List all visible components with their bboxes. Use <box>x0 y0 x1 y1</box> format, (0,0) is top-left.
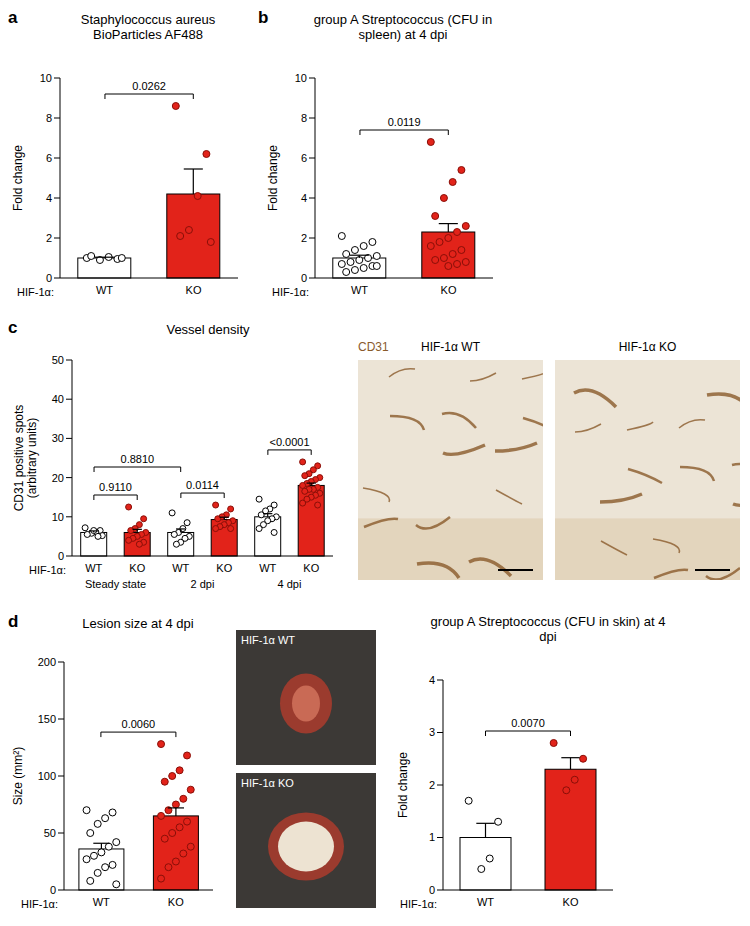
svg-text:0.9110: 0.9110 <box>99 481 132 493</box>
svg-text:0: 0 <box>50 884 56 896</box>
svg-text:1: 1 <box>429 831 435 843</box>
svg-text:200: 200 <box>38 656 56 668</box>
svg-text:2: 2 <box>429 779 435 791</box>
svg-text:40: 40 <box>52 393 64 405</box>
svg-text:20: 20 <box>52 472 64 484</box>
svg-text:WT: WT <box>93 896 110 908</box>
svg-text:3: 3 <box>429 726 435 738</box>
svg-text:WT: WT <box>85 562 102 574</box>
html-text:b: b <box>258 8 269 27</box>
html-text:c: c <box>8 318 18 337</box>
svg-text:0: 0 <box>301 272 307 284</box>
svg-text:WT: WT <box>259 562 276 574</box>
svg-text:8: 8 <box>46 112 52 124</box>
html-text:HIF-1α:: HIF-1α: <box>21 898 58 910</box>
svg-text:WT: WT <box>351 284 368 296</box>
svg-text:CD31 positive spots: CD31 positive spots <box>12 405 26 512</box>
svg-text:Fold change: Fold change <box>396 752 410 818</box>
svg-text:150: 150 <box>38 713 56 725</box>
html-text:group A Streptococcus (CFU in: group A Streptococcus (CFU in spleen) at… <box>313 12 493 42</box>
svg-text:KO: KO <box>168 896 184 908</box>
svg-text:Size (mm²): Size (mm²) <box>11 747 25 806</box>
html-text:a: a <box>8 8 18 27</box>
html-text:HIF-1α WT: HIF-1α WT <box>241 634 295 646</box>
html-text:HIF-1α:: HIF-1α: <box>29 564 66 576</box>
svg-text:Fold change: Fold change <box>11 145 25 211</box>
svg-text:Steady state: Steady state <box>85 578 146 590</box>
svg-text:4 dpi: 4 dpi <box>278 578 302 590</box>
svg-text:0: 0 <box>58 550 64 562</box>
html-text:group A Streptococcus (CFU in: group A Streptococcus (CFU in skin) at 4… <box>430 614 666 644</box>
svg-text:2: 2 <box>301 232 307 244</box>
svg-text:KO: KO <box>303 562 319 574</box>
svg-text:WT: WT <box>477 896 494 908</box>
html-text:HIF-1α:: HIF-1α: <box>272 286 309 298</box>
svg-text:KO: KO <box>186 284 202 296</box>
svg-text:0.0119: 0.0119 <box>388 116 421 128</box>
svg-text:4: 4 <box>429 674 435 686</box>
svg-text:0.0060: 0.0060 <box>122 718 156 730</box>
svg-text:2: 2 <box>46 232 52 244</box>
svg-text:6: 6 <box>46 152 52 164</box>
html-text:d: d <box>8 612 19 631</box>
svg-text:KO: KO <box>441 284 457 296</box>
html-text:HIF-1α WT: HIF-1α WT <box>421 340 480 354</box>
svg-text:0: 0 <box>429 884 435 896</box>
svg-text:6: 6 <box>301 152 307 164</box>
svg-text:10: 10 <box>52 511 64 523</box>
html-text:HIF-1α KO: HIF-1α KO <box>618 340 677 354</box>
svg-text:0.0070: 0.0070 <box>511 717 545 729</box>
svg-text:0.0114: 0.0114 <box>186 479 219 491</box>
svg-text:10: 10 <box>295 72 307 84</box>
svg-text:0.8810: 0.8810 <box>121 453 155 465</box>
svg-text:100: 100 <box>38 770 56 782</box>
svg-text:50: 50 <box>52 354 64 366</box>
svg-text:KO: KO <box>216 562 232 574</box>
svg-text:0: 0 <box>46 272 52 284</box>
svg-text:4: 4 <box>301 192 307 204</box>
svg-text:Fold change: Fold change <box>266 145 280 211</box>
svg-text:KO: KO <box>563 896 579 908</box>
html-text:HIF-1α KO: HIF-1α KO <box>241 777 294 789</box>
svg-text:KO: KO <box>129 562 145 574</box>
svg-text:0.0262: 0.0262 <box>132 80 166 92</box>
html-text:Vessel density: Vessel density <box>166 322 250 337</box>
svg-text:10: 10 <box>40 72 52 84</box>
svg-text:(arbitrary units): (arbitrary units) <box>25 418 39 499</box>
svg-text:2 dpi: 2 dpi <box>191 578 215 590</box>
svg-text:WT: WT <box>172 562 189 574</box>
svg-text:4: 4 <box>46 192 52 204</box>
svg-text:8: 8 <box>301 112 307 124</box>
svg-text:50: 50 <box>44 827 56 839</box>
svg-text:WT: WT <box>96 284 113 296</box>
html-text:CD31: CD31 <box>358 340 389 354</box>
html-text:Lesion size at 4 dpi: Lesion size at 4 dpi <box>82 616 194 631</box>
svg-text:30: 30 <box>52 432 64 444</box>
html-text:HIF-1α:: HIF-1α: <box>17 286 54 298</box>
html-text:HIF-1α:: HIF-1α: <box>400 898 437 910</box>
html-text:Staphylococcus aureus BioParti: Staphylococcus aureus BioParticles AF488 <box>80 12 216 42</box>
svg-text:<0.0001: <0.0001 <box>269 436 309 448</box>
